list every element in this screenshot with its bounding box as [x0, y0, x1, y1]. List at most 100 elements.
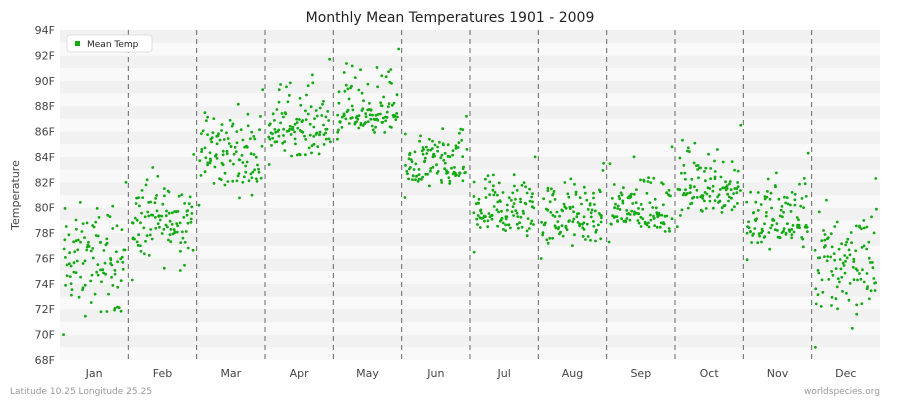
data-point [718, 200, 722, 203]
data-point [74, 239, 78, 243]
data-point [184, 230, 188, 233]
data-point [581, 235, 585, 238]
data-point [457, 141, 461, 145]
data-point [100, 280, 103, 284]
data-point [279, 121, 282, 125]
data-point [102, 249, 106, 252]
data-point [592, 196, 595, 200]
data-point [317, 152, 321, 156]
data-point [376, 113, 380, 116]
data-point [186, 246, 190, 250]
data-point [163, 194, 166, 198]
data-point [588, 202, 592, 206]
data-point [776, 229, 779, 232]
data-point [83, 236, 86, 240]
data-point [376, 85, 379, 89]
data-point [602, 161, 605, 165]
data-point [814, 302, 818, 306]
data-point [752, 211, 755, 214]
data-point [777, 197, 781, 201]
data-point [597, 223, 600, 227]
data-point [115, 250, 118, 254]
data-point [836, 307, 839, 311]
data-point [241, 138, 245, 142]
data-point [757, 232, 761, 236]
data-point [801, 237, 805, 241]
data-point [837, 247, 841, 251]
data-point [459, 127, 463, 131]
data-point [350, 64, 354, 68]
data-point [848, 282, 852, 285]
data-point [120, 255, 124, 259]
data-point [708, 194, 712, 198]
data-point [628, 213, 632, 216]
data-point [696, 164, 700, 167]
data-point [64, 225, 68, 228]
data-point [181, 230, 184, 234]
data-point [621, 199, 625, 203]
data-point [778, 236, 782, 240]
data-point [782, 210, 785, 214]
data-point [304, 153, 307, 157]
data-point [442, 143, 445, 147]
data-point [792, 230, 796, 234]
data-point [94, 220, 98, 224]
data-point [486, 225, 490, 229]
data-point [786, 202, 790, 206]
data-point [764, 214, 768, 218]
data-point [688, 150, 691, 154]
data-point [720, 206, 724, 210]
data-point [244, 164, 248, 168]
data-point [835, 220, 839, 224]
data-point [583, 191, 587, 195]
data-point [314, 109, 318, 112]
data-point [476, 223, 479, 226]
data-point [74, 271, 78, 274]
data-point [701, 197, 705, 200]
data-point [169, 240, 173, 244]
data-point [552, 190, 556, 193]
data-point [182, 215, 186, 219]
data-point [669, 194, 672, 198]
data-point [253, 168, 256, 172]
data-point [179, 241, 183, 245]
data-point [199, 174, 203, 177]
data-point [733, 205, 736, 209]
data-point [729, 188, 733, 192]
data-point [293, 137, 297, 141]
data-point [167, 190, 171, 194]
data-point [806, 151, 810, 155]
data-point [817, 271, 821, 275]
data-point [450, 166, 453, 170]
data-point [630, 192, 633, 196]
data-point [525, 191, 529, 195]
data-point [251, 170, 255, 174]
data-point [160, 214, 164, 218]
data-point [528, 199, 532, 203]
y-axis: 68F 70F 72F 74F 76F 78F 80F 82F 84F 86F 88F 90F 92F 9… [35, 24, 55, 367]
data-point [236, 102, 240, 106]
data-point [720, 211, 724, 214]
data-point [871, 266, 875, 270]
data-point [235, 141, 239, 145]
data-point [663, 230, 667, 233]
data-point [770, 223, 774, 227]
data-point [756, 209, 760, 212]
data-point [628, 218, 632, 222]
data-point [462, 165, 465, 169]
data-point [279, 83, 282, 86]
data-point [203, 111, 207, 114]
data-point [185, 213, 189, 217]
data-point [653, 224, 656, 228]
data-point [438, 140, 441, 144]
data-point [158, 225, 161, 229]
data-point [134, 202, 138, 205]
data-point [804, 194, 808, 198]
data-point [223, 183, 227, 187]
data-point [814, 287, 818, 291]
data-point [440, 181, 444, 184]
data-point [802, 206, 805, 210]
data-point [600, 216, 603, 220]
x-tick-label: Aug [562, 367, 583, 380]
